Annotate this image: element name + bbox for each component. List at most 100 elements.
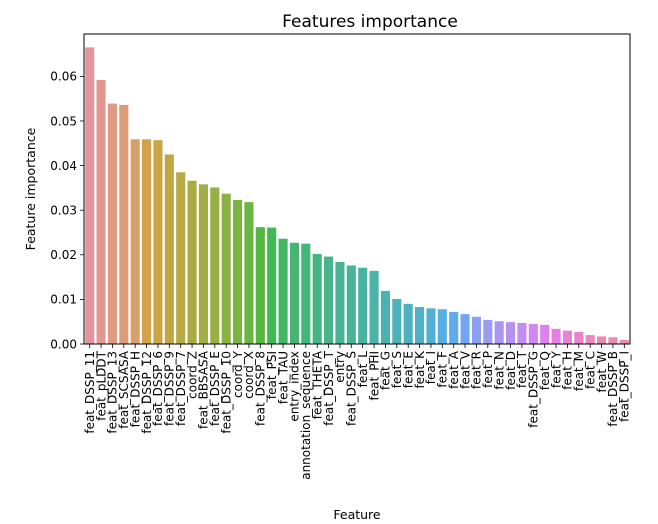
x-tick-label: feat_DSSP_6: [151, 351, 165, 426]
bar-6: [153, 140, 163, 344]
bar-27: [392, 298, 402, 344]
x-tick-label: feat_D: [504, 351, 518, 390]
bar-21: [324, 256, 334, 344]
x-tick-label: feat_DSSP_G: [527, 351, 541, 428]
bar-23: [346, 265, 356, 344]
x-tick-label: feat_DSSP_T: [322, 350, 336, 425]
bar-44: [585, 335, 595, 344]
bar-36: [494, 321, 504, 344]
x-tick-label: feat_pLDDT: [94, 350, 108, 420]
x-tick-label: feat_G: [379, 351, 393, 390]
bar-25: [369, 270, 379, 344]
x-tick-label: feat_W: [595, 351, 609, 393]
bar-39: [528, 323, 538, 344]
chart-title: Features importance: [282, 12, 458, 32]
x-tick-label: feat_THETA: [310, 350, 324, 419]
x-tick-label: feat_T: [515, 350, 529, 388]
bar-43: [574, 331, 584, 344]
bar-12: [221, 193, 231, 344]
bar-17: [278, 238, 288, 344]
bar-3: [119, 104, 129, 344]
x-tick-label: feat_Q: [538, 351, 552, 390]
bar-2: [107, 103, 117, 344]
bar-8: [176, 172, 186, 344]
x-tick-label: feat_PSI: [265, 351, 279, 399]
x-tick-label: feat_I: [424, 351, 438, 384]
x-axis-label: Feature: [333, 507, 381, 522]
bar-5: [142, 139, 152, 344]
x-tick-label: feat_DSSP_12: [140, 351, 154, 434]
bar-37: [506, 322, 516, 344]
x-tick-label: feat_BBSASA: [197, 350, 211, 429]
bar-4: [130, 139, 140, 344]
bar-22: [335, 261, 345, 344]
x-tick-label: feat_C: [583, 351, 597, 389]
x-tick-label: feat_P: [481, 351, 495, 388]
bar-14: [244, 202, 254, 344]
bar-34: [471, 316, 481, 344]
bar-15: [255, 227, 265, 344]
y-tick-label: 0.03: [50, 203, 77, 217]
x-tick-label: feat_K: [413, 350, 427, 389]
x-tick-label: feat_DSSP_I: [618, 351, 632, 422]
x-tick-label: feat_SCSASA: [117, 350, 131, 429]
x-tick-label: entry: [333, 351, 347, 383]
x-tick-label: feat_V: [458, 350, 472, 389]
plot-frame: [83, 33, 631, 345]
x-ticks-group: feat_DSSP_11feat_pLDDTfeat_DSSP_13feat_S…: [83, 344, 632, 480]
x-tick-label: feat_DSSP_13: [106, 351, 120, 434]
bar-38: [517, 323, 527, 344]
x-tick-label: feat_R: [470, 351, 484, 389]
x-tick-label: feat_DSSP_8: [254, 351, 268, 426]
bar-26: [380, 290, 390, 344]
bar-0: [85, 47, 95, 344]
x-tick-label: feat_PHI: [367, 351, 381, 400]
y-tick-label: 0.00: [50, 337, 77, 351]
bar-30: [426, 308, 436, 344]
x-tick-label: feat_A: [447, 350, 461, 389]
x-tick-label: feat_E: [401, 351, 415, 388]
x-tick-label: coord_Y: [231, 350, 245, 398]
x-tick-label: feat_N: [492, 351, 506, 390]
y-tick-label: 0.01: [50, 293, 77, 307]
bar-42: [562, 330, 572, 344]
x-tick-label: feat_L: [356, 351, 370, 388]
bar-35: [483, 319, 493, 344]
y-tick-label: 0.04: [50, 159, 77, 173]
y-tick-label: 0.06: [50, 70, 77, 84]
x-tick-label: coord_Z: [185, 351, 199, 399]
x-tick-label: feat_DSSP_11: [83, 351, 97, 434]
bar-33: [460, 314, 470, 344]
bar-18: [289, 242, 299, 344]
bar-45: [597, 336, 607, 344]
bar-10: [198, 184, 208, 344]
bar-46: [608, 337, 618, 344]
bar-13: [233, 199, 243, 344]
x-tick-label: feat_DSSP_E: [208, 351, 222, 426]
x-tick-label: annotation_sequence: [299, 351, 313, 480]
x-tick-label: feat_M: [572, 351, 586, 391]
x-tick-label: feat_S: [390, 351, 404, 388]
bar-7: [164, 154, 174, 344]
bars-group: [85, 47, 629, 344]
x-tick-label: feat_Y: [549, 350, 563, 388]
bar-40: [540, 324, 550, 344]
x-tick-label: entry_index: [288, 351, 302, 422]
bar-47: [619, 339, 629, 344]
bar-28: [403, 303, 413, 344]
y-tick-label: 0.02: [50, 248, 77, 262]
x-tick-label: feat_DSSP_7: [174, 351, 188, 426]
bar-11: [210, 187, 220, 344]
x-tick-label: feat_TAU: [276, 351, 290, 404]
bar-29: [415, 306, 425, 344]
x-tick-label: feat_DSSP_B: [606, 351, 620, 427]
bar-24: [358, 267, 368, 344]
bar-1: [96, 79, 106, 344]
x-tick-label: feat_DSSP_S: [345, 351, 359, 426]
x-tick-label: feat_DSSP_10: [219, 351, 233, 434]
x-tick-label: feat_F: [436, 351, 450, 388]
y-tick-label: 0.05: [50, 114, 77, 128]
bar-9: [187, 180, 197, 344]
y-axis-label: Feature importance: [23, 127, 38, 250]
